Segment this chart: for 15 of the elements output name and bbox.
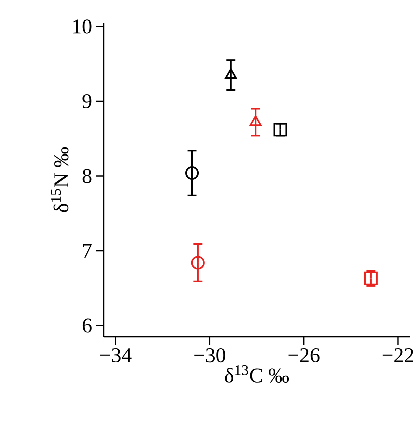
y-axis-title: δ$^{15}$N ‰ xyxy=(51,147,69,212)
point xyxy=(225,68,238,80)
y-tick-label: 7 xyxy=(83,244,92,258)
x-tick-label: −30 xyxy=(194,348,226,363)
y-tick-label: 6 xyxy=(82,318,92,333)
x-tick-label: −22 xyxy=(382,348,414,362)
y-tick-label: 8 xyxy=(82,169,92,184)
point xyxy=(191,256,205,270)
y-tick-label: 10 xyxy=(73,20,92,34)
x-axis-title: δ$^{13}$C ‰ xyxy=(225,365,290,383)
x-tick-label: −34 xyxy=(100,348,132,363)
x-tick-label: −26 xyxy=(288,348,320,363)
y-tick-label: 9 xyxy=(82,94,92,109)
point xyxy=(185,166,200,180)
point xyxy=(250,116,262,126)
